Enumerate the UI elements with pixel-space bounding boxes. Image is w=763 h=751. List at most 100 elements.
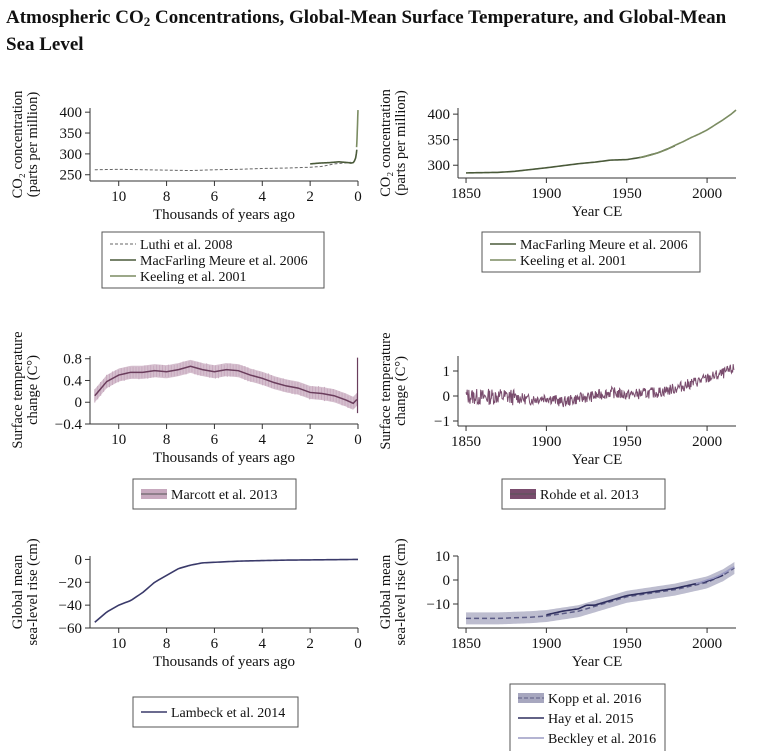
x-tick-label: 4: [259, 432, 267, 448]
y-tick-label: 250: [60, 168, 83, 184]
x-axis-label: Thousands of years ago: [153, 654, 295, 670]
series-line-0: [466, 567, 735, 620]
y-tick-label: 0.8: [63, 352, 82, 368]
x-axis-label: Year CE: [572, 204, 623, 220]
x-tick-label: 1850: [451, 636, 481, 652]
y-tick-label: 0: [443, 389, 451, 405]
x-tick-label: 8: [163, 636, 171, 652]
figure-title: Atmospheric CO2 Concentrations, Global-M…: [6, 7, 727, 55]
legend-label: Keeling et al. 2001: [140, 270, 247, 285]
legend-box: [132, 696, 299, 728]
y-tick-label: −10: [427, 597, 450, 613]
x-tick-label: 0: [354, 189, 362, 205]
y-tick-label: 400: [428, 107, 451, 123]
x-tick-label: 6: [211, 189, 219, 205]
chart-temp_modern: 1850 1900 1950 2000 −1 0 1 Year CE Surface tempe…: [378, 332, 736, 510]
legend-label: Rohde et al. 2013: [540, 488, 639, 503]
chart-co2_modern: 1850 1900 1950 2000 300 350 400 Year CE CO₂ conc…: [378, 88, 737, 273]
legend-label: Lambeck et al. 2014: [171, 706, 285, 721]
y-tick-label: 300: [428, 158, 451, 174]
x-tick-label: 4: [259, 636, 267, 652]
series-line-0: [94, 161, 351, 172]
x-tick-label: 2: [306, 432, 314, 448]
x-tick-label: 8: [163, 189, 171, 205]
x-tick-label: 1900: [531, 636, 561, 652]
x-tick-label: 10: [111, 636, 126, 652]
chart-sea_paleo: 10 8 6 4 2 0 −60 −40 −20 0 Thousands of years ago G…: [10, 538, 362, 728]
legend-label: Keeling et al. 2001: [520, 254, 627, 269]
chart-sea_modern: 1850 1900 1950 2000 −10 0 10 Year CE Global mean…: [378, 538, 736, 751]
series-line-0: [466, 145, 676, 174]
x-tick-label: 0: [354, 636, 362, 652]
y-axis-label-line2: sea-level rise (cm): [393, 538, 409, 645]
x-axis-label: Thousands of years ago: [153, 450, 295, 466]
y-axis-label-line1: Global mean: [10, 554, 26, 629]
y-tick-label: 10: [435, 549, 450, 565]
y-tick-label: −60: [59, 621, 82, 637]
x-tick-label: 1900: [531, 434, 561, 450]
legend-label: Luthi et al. 2008: [140, 238, 233, 253]
x-tick-label: 1850: [451, 186, 481, 202]
y-axis-label-line1: Global mean: [378, 554, 394, 629]
series-line-1: [639, 109, 737, 159]
y-tick-label: −40: [59, 598, 82, 614]
y-tick-label: 0: [443, 573, 451, 589]
y-tick-label: 1: [443, 364, 451, 380]
x-tick-label: 1950: [612, 636, 642, 652]
x-tick-label: 1950: [612, 434, 642, 450]
y-tick-label: 300: [60, 147, 83, 163]
x-tick-label: 4: [259, 189, 267, 205]
x-tick-label: 1950: [612, 186, 642, 202]
x-tick-label: 1850: [451, 434, 481, 450]
x-tick-label: 2000: [692, 434, 722, 450]
y-tick-label: 0: [75, 395, 83, 411]
x-tick-label: 8: [163, 432, 171, 448]
x-tick-label: 6: [211, 636, 219, 652]
y-tick-label: 400: [60, 105, 83, 121]
series-band-0: [94, 359, 357, 410]
series-line-0: [94, 558, 359, 623]
y-tick-label: −1: [434, 414, 450, 430]
x-tick-label: 10: [111, 432, 126, 448]
x-tick-label: 0: [354, 432, 362, 448]
series-line-0: [94, 365, 358, 405]
x-tick-label: 6: [211, 432, 219, 448]
y-axis-label-line2: sea-level rise (cm): [25, 538, 41, 645]
y-tick-label: 350: [428, 133, 451, 149]
series-line-2: [695, 566, 735, 585]
legend-box: [481, 231, 701, 273]
y-axis-label-line1: CO₂ concentration: [10, 90, 26, 198]
y-axis-label-line2: (parts per million): [393, 90, 409, 196]
y-tick-label: 350: [60, 126, 83, 142]
series-line-1: [546, 574, 724, 616]
y-axis-label-line2: change (C°): [393, 356, 409, 426]
y-tick-label: 0.4: [63, 373, 82, 389]
x-axis-label: Year CE: [572, 452, 623, 468]
legend-label: MacFarling Meure et al. 2006: [520, 238, 688, 253]
x-tick-label: 2000: [692, 636, 722, 652]
series-line-0: [465, 364, 735, 408]
y-axis-label-line1: CO₂ concentration: [378, 88, 394, 196]
y-axis-label-line1: Surface temperature: [378, 332, 394, 449]
y-tick-label: 0: [75, 552, 83, 568]
legend-label: Marcott et al. 2013: [171, 488, 278, 503]
x-tick-label: 1900: [531, 186, 561, 202]
x-tick-label: 2: [306, 636, 314, 652]
x-axis-label: Year CE: [572, 654, 623, 670]
x-tick-label: 2: [306, 189, 314, 205]
series-line-1: [310, 149, 358, 165]
series-line-2: [355, 110, 359, 148]
legend-label: MacFarling Meure et al. 2006: [140, 254, 308, 269]
legend-box: [101, 231, 325, 289]
x-tick-label: 2000: [692, 186, 722, 202]
chart-temp_paleo: 10 8 6 4 2 0 −0.4 0 0.4 0.8 Thousands of years ago…: [10, 331, 362, 510]
x-tick-label: 10: [111, 189, 126, 205]
series-band-0: [466, 562, 735, 625]
legend-label: Beckley et al. 2016: [548, 732, 656, 747]
legend-label: Kopp et al. 2016: [548, 692, 641, 707]
y-axis-label-line2: change (C°): [25, 355, 41, 425]
legend-label: Hay et al. 2015: [548, 712, 634, 727]
y-axis-label-line1: Surface temperature: [10, 331, 26, 448]
y-tick-label: −20: [59, 575, 82, 591]
